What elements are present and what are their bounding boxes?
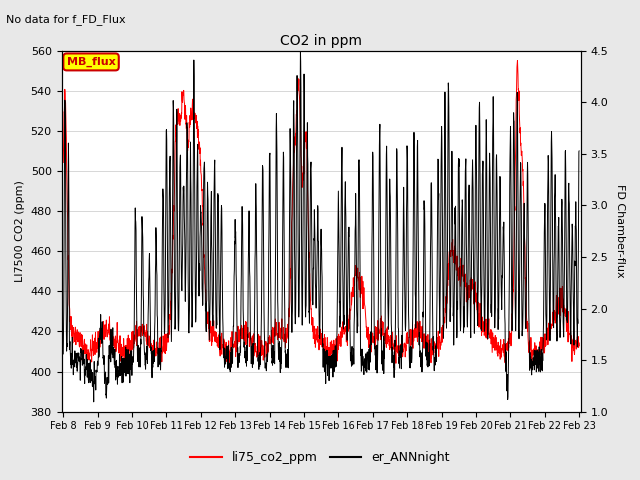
Text: No data for f_FD_Flux: No data for f_FD_Flux — [6, 14, 126, 25]
Text: MB_flux: MB_flux — [67, 57, 115, 67]
Y-axis label: LI7500 CO2 (ppm): LI7500 CO2 (ppm) — [15, 180, 25, 282]
Title: CO2 in ppm: CO2 in ppm — [280, 34, 362, 48]
Legend: li75_co2_ppm, er_ANNnight: li75_co2_ppm, er_ANNnight — [186, 446, 454, 469]
Y-axis label: FD Chamber-flux: FD Chamber-flux — [615, 184, 625, 278]
